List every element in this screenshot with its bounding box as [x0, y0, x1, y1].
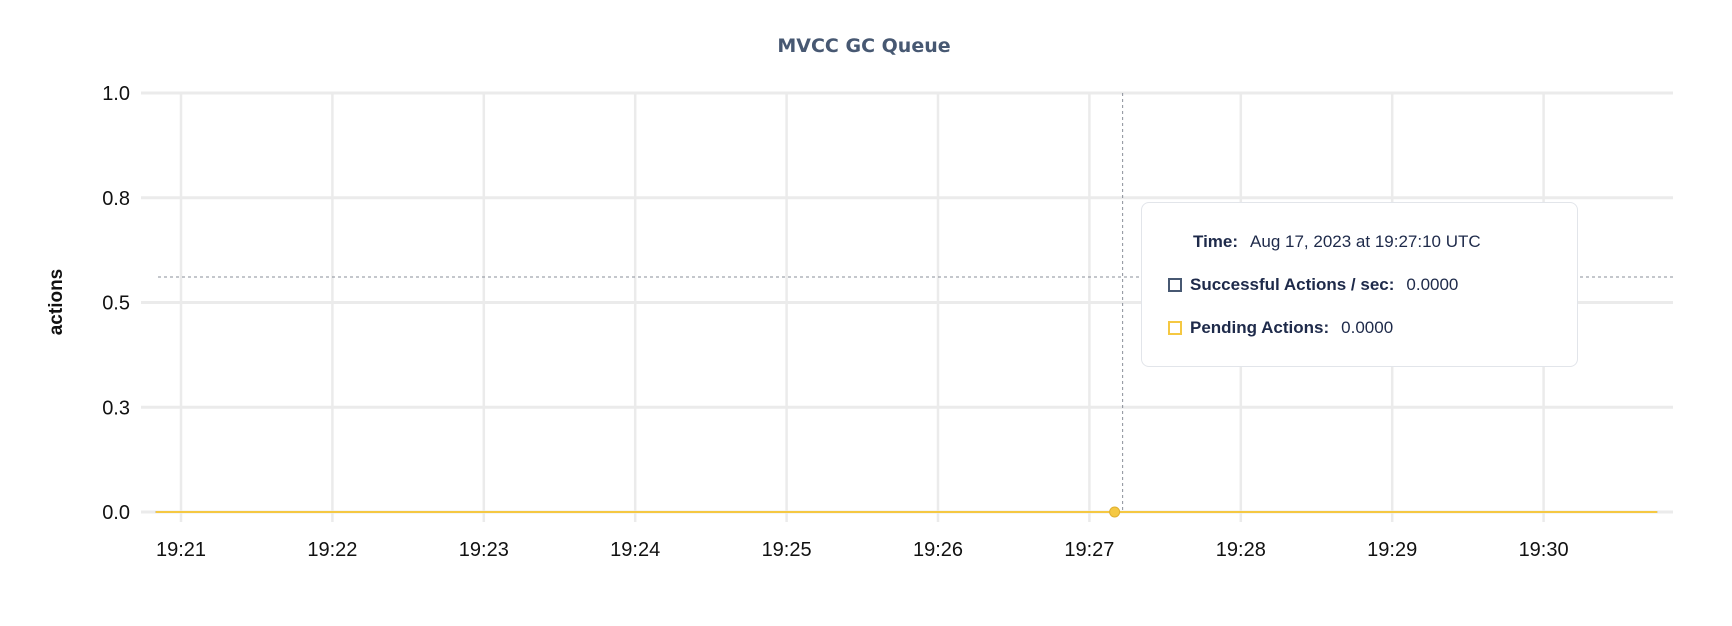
x-tick-label: 19:26 [913, 539, 963, 561]
tooltip-series-label: Pending Actions: [1190, 318, 1330, 337]
x-tick-label: 19:25 [762, 539, 812, 561]
hover-point [1109, 506, 1121, 518]
tooltip-series-value: 0.0000 [1406, 275, 1459, 294]
tooltip-series-label: Successful Actions / sec: [1190, 275, 1395, 294]
x-tick-label: 19:24 [610, 539, 660, 561]
x-tick-label: 19:28 [1216, 539, 1266, 561]
chart-title: MVCC GC Queue [777, 35, 950, 57]
pending-actions-swatch-icon [1168, 321, 1182, 335]
y-tick-label: 0.5 [102, 293, 130, 315]
x-tick-label: 19:30 [1519, 539, 1569, 561]
tooltip-time-label: Time: [1193, 232, 1239, 251]
y-tick-label: 0.3 [102, 397, 130, 419]
tooltip: Time: Aug 17, 2023 at 19:27:10 UTC Succe… [1141, 202, 1578, 367]
x-tick-label: 19:22 [307, 539, 357, 561]
y-tick-label: 1.0 [102, 83, 130, 105]
x-tick-label: 19:21 [156, 539, 206, 561]
y-axis-label: actions [46, 269, 67, 336]
tooltip-time-value: Aug 17, 2023 at 19:27:10 UTC [1250, 232, 1481, 251]
tooltip-series-value: 0.0000 [1341, 318, 1394, 337]
y-tick-label: 0.8 [102, 188, 130, 210]
x-tick-label: 19:23 [459, 539, 509, 561]
x-tick-label: 19:27 [1064, 539, 1114, 561]
y-tick-label: 0.0 [102, 502, 130, 524]
successful-actions-swatch-icon [1168, 278, 1182, 292]
x-tick-label: 19:29 [1367, 539, 1417, 561]
